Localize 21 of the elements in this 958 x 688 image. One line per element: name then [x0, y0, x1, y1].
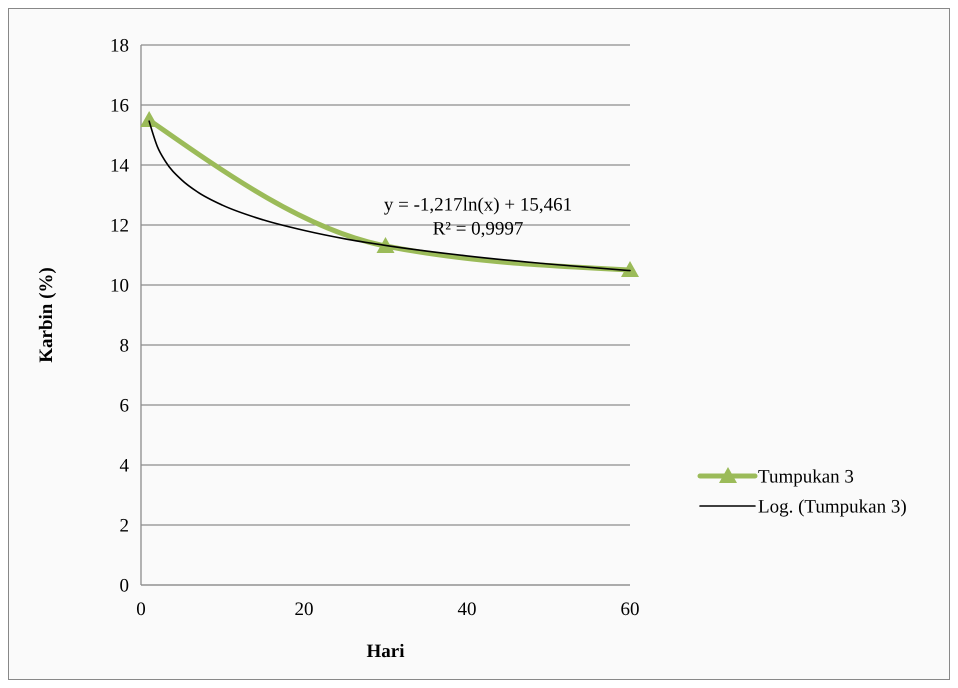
- y-axis-title: Karbin (%): [36, 267, 57, 363]
- y-tick-label: 2: [120, 516, 129, 537]
- point: [621, 261, 639, 277]
- legend-label: Tumpukan 3: [758, 466, 854, 488]
- y-tick-label: 0: [120, 576, 129, 597]
- x-tick-label: 40: [458, 599, 476, 620]
- annotation: R² = 0,9997: [432, 218, 524, 240]
- y-tick-label: 12: [110, 216, 129, 237]
- x-axis-title: Hari: [366, 641, 404, 662]
- annotation: y = -1,217ln(x) + 15,461: [384, 194, 572, 216]
- y-tick-label: 16: [110, 96, 129, 117]
- y-tick-label: 14: [110, 156, 130, 177]
- y-tick-label: 6: [120, 396, 129, 417]
- x-tick-label: 60: [620, 599, 640, 620]
- x-tick-label: 20: [294, 599, 314, 620]
- y-tick-label: 18: [110, 36, 129, 57]
- y-tick-label: 8: [120, 336, 129, 357]
- legend-label: Log. (Tumpukan 3): [758, 496, 907, 518]
- y-tick-label: 10: [110, 276, 129, 297]
- y-tick-label: 4: [120, 456, 130, 477]
- x-tick-label: 0: [136, 599, 146, 620]
